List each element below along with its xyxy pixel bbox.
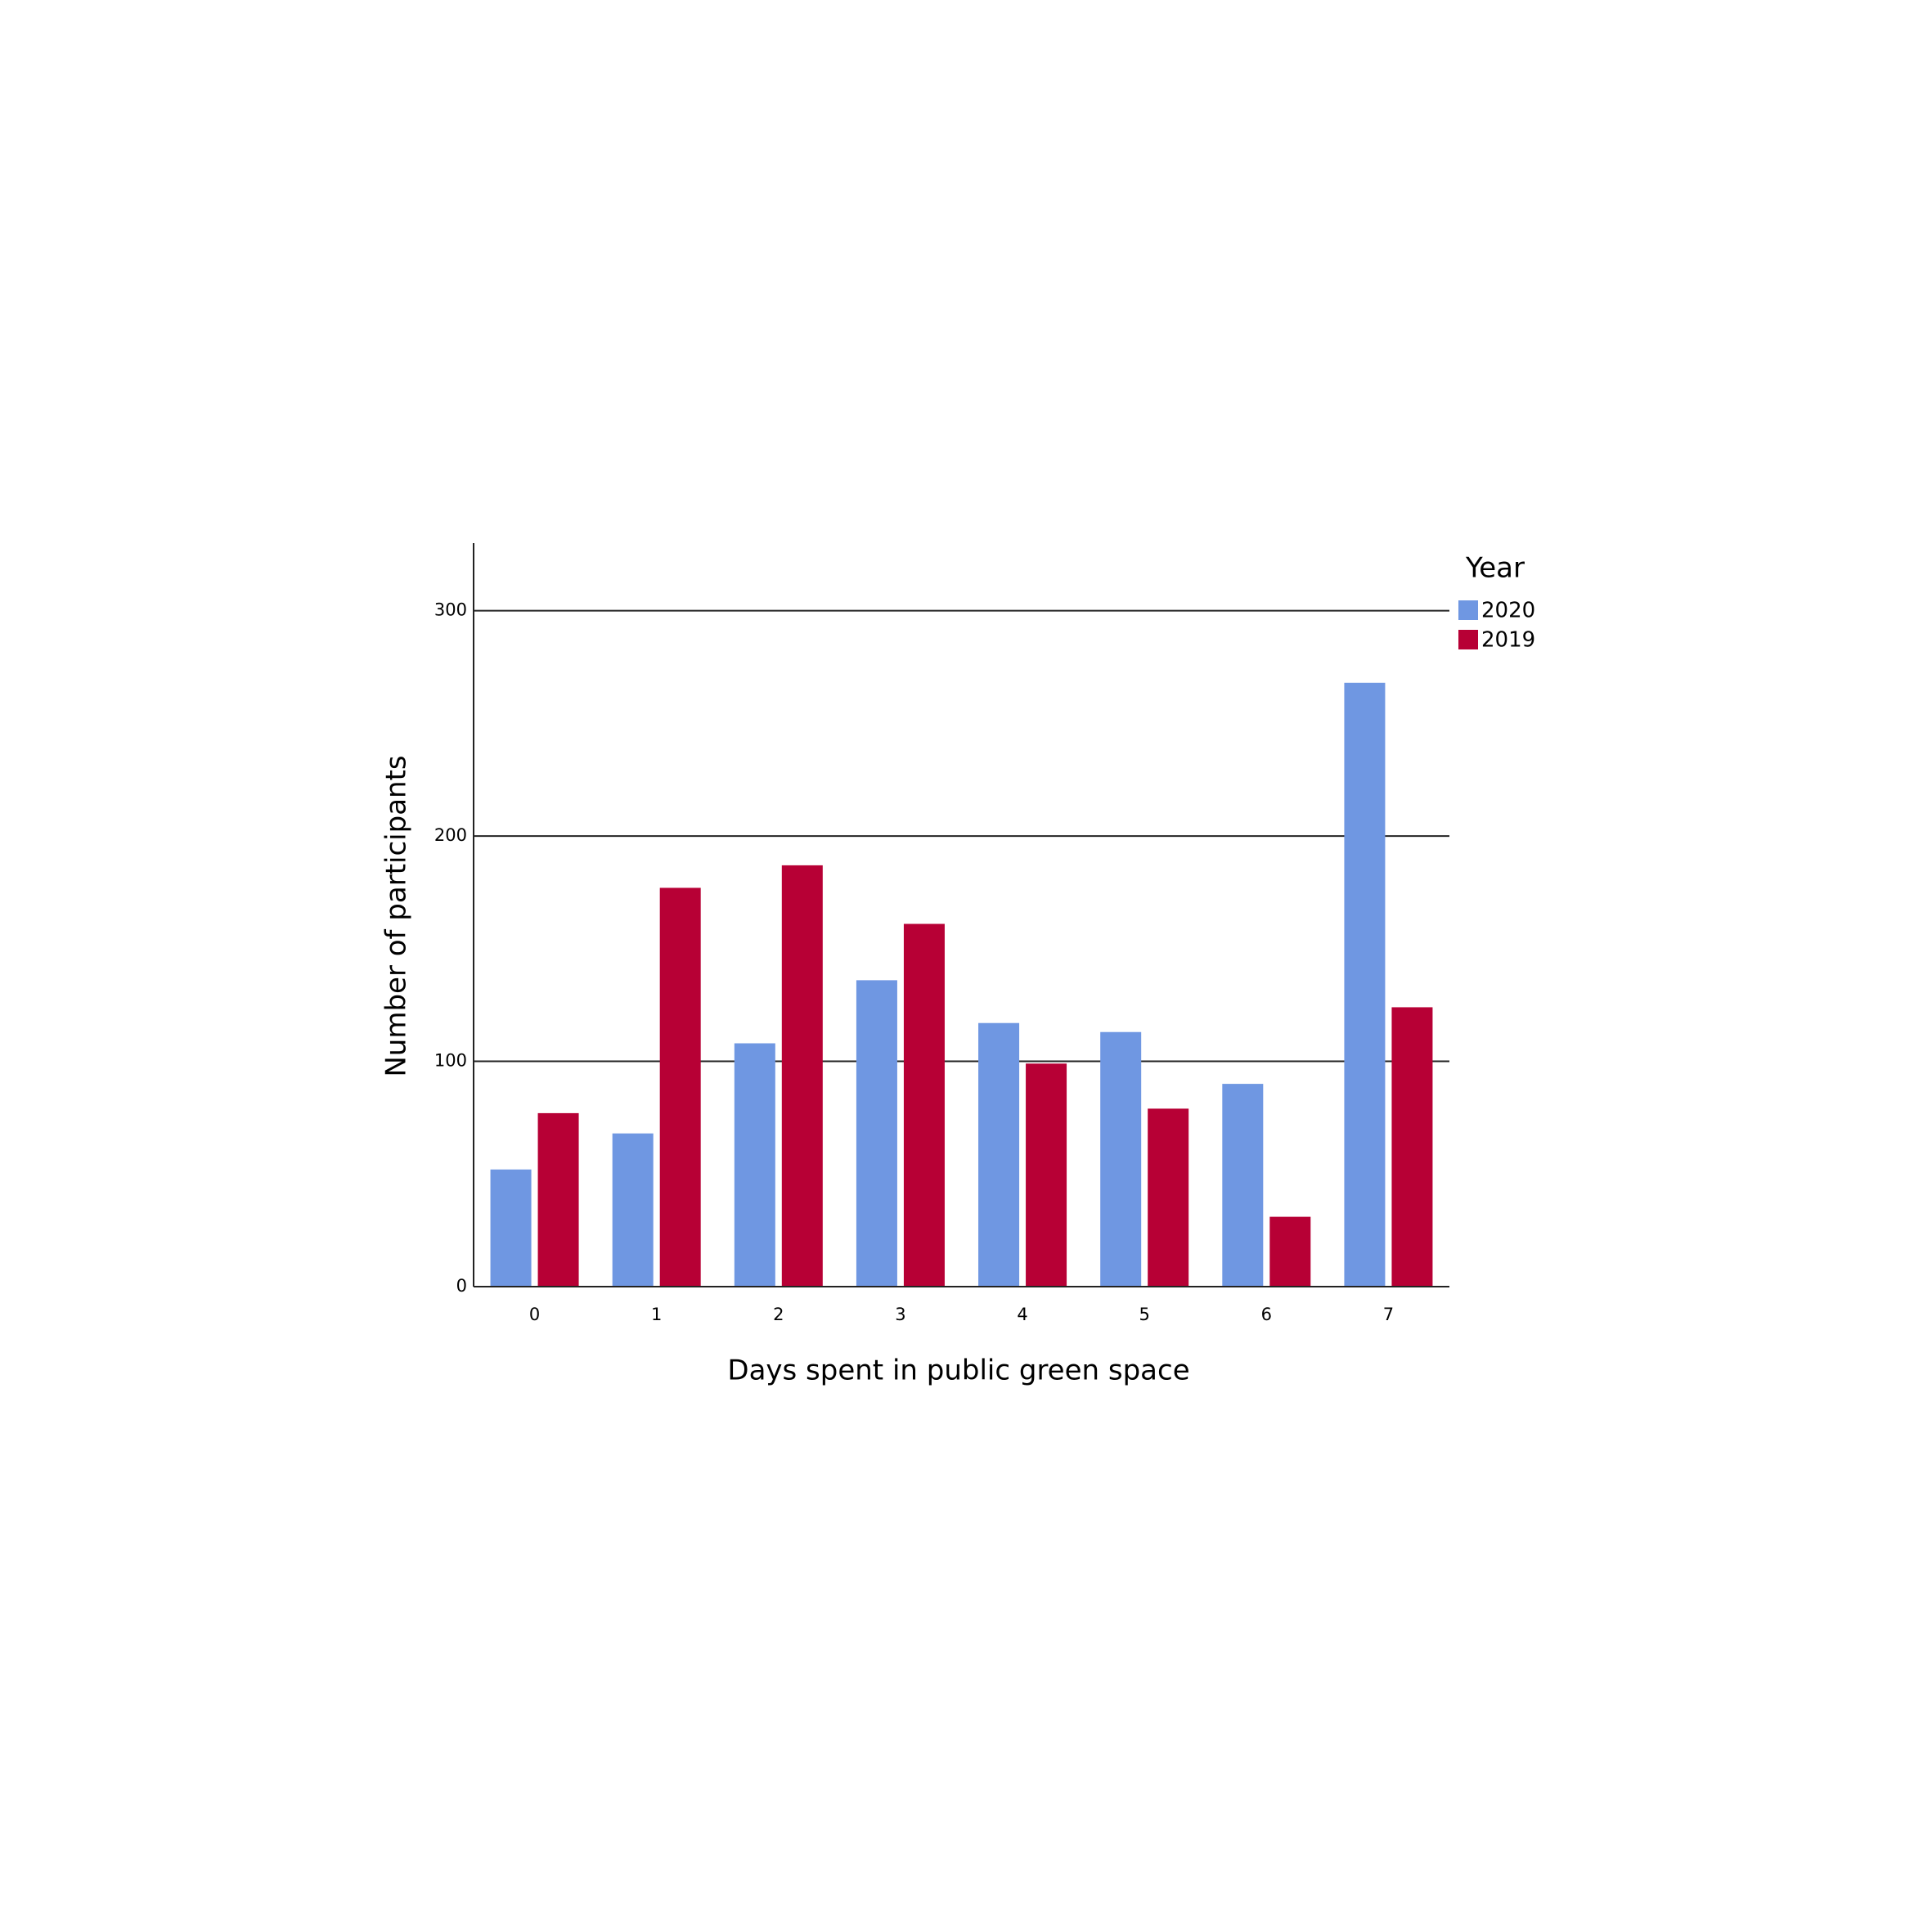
bar [1391, 1007, 1433, 1287]
y-tick-label: 300 [434, 600, 467, 620]
bar [978, 1022, 1020, 1287]
bar [903, 923, 945, 1287]
legend-label: 2019 [1481, 628, 1535, 653]
bar [1222, 1084, 1264, 1287]
legend-label: 2020 [1481, 599, 1535, 623]
bar [612, 1133, 654, 1287]
x-tick-label: 3 [895, 1305, 905, 1324]
x-tick-label: 5 [1139, 1305, 1150, 1324]
bar [1269, 1216, 1311, 1287]
bar [1100, 1031, 1142, 1287]
legend-title: Year [1465, 552, 1525, 585]
y-tick-label: 200 [434, 825, 467, 845]
bar [856, 980, 897, 1287]
y-tick-label: 0 [456, 1276, 467, 1296]
bar [1344, 682, 1386, 1287]
legend-swatch [1458, 600, 1478, 620]
bar [1148, 1108, 1189, 1287]
y-axis-title: Number of participants [380, 755, 413, 1076]
bar [781, 865, 823, 1287]
x-tick-label: 7 [1383, 1305, 1394, 1324]
x-tick-label: 0 [529, 1305, 540, 1324]
x-axis-title: Days spent in public green space [727, 1355, 1189, 1387]
bar [659, 887, 701, 1287]
x-tick-label: 6 [1261, 1305, 1272, 1324]
x-tick-label: 2 [773, 1305, 784, 1324]
x-tick-label: 1 [651, 1305, 662, 1324]
legend-swatch [1458, 630, 1478, 649]
bar [1026, 1063, 1067, 1287]
bar [490, 1169, 532, 1287]
bar [734, 1043, 775, 1287]
x-tick-label: 4 [1017, 1305, 1027, 1324]
y-tick-label: 100 [434, 1051, 467, 1071]
bar [537, 1112, 579, 1287]
